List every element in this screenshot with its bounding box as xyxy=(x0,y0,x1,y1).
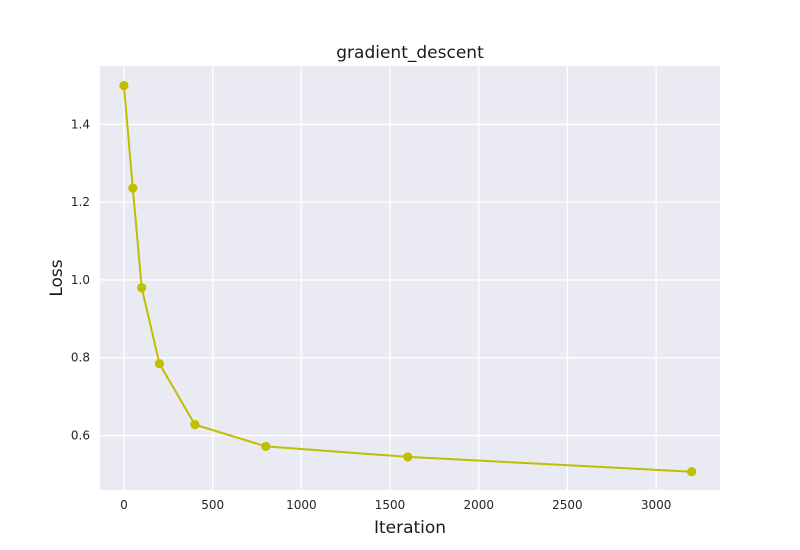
y-tick-label: 1.4 xyxy=(71,117,90,131)
data-point xyxy=(687,467,697,477)
x-tick-label: 3000 xyxy=(641,498,672,512)
x-gridlines xyxy=(123,66,657,490)
chart-title: gradient_descent xyxy=(336,43,484,63)
y-axis-label: Loss xyxy=(47,259,67,296)
data-point xyxy=(261,441,271,452)
plot-area xyxy=(100,66,720,490)
y-tick-label: 0.6 xyxy=(71,429,90,443)
data-point xyxy=(119,80,129,91)
y-tick-label: 1.0 xyxy=(71,273,90,287)
x-tick-label: 0 xyxy=(120,498,128,512)
data-point xyxy=(190,420,200,430)
x-tick-label: 500 xyxy=(201,498,224,512)
x-tick-label: 1000 xyxy=(286,498,317,512)
series-line-loss xyxy=(122,85,692,473)
x-tick-label: 2500 xyxy=(552,498,583,512)
data-point xyxy=(403,452,413,462)
x-tick-labels: 0 500 1000 1500 2000 2500 3000 xyxy=(120,498,671,512)
x-axis-label: Iteration xyxy=(374,518,446,538)
y-gridlines xyxy=(100,123,720,437)
y-tick-labels: 0.6 0.8 1.0 1.2 1.4 xyxy=(71,117,90,442)
y-tick-label: 1.2 xyxy=(71,195,90,209)
y-tick-label: 0.8 xyxy=(71,351,90,365)
data-point xyxy=(128,183,138,193)
data-point xyxy=(137,283,147,293)
x-tick-label: 1500 xyxy=(375,498,406,512)
data-point xyxy=(154,358,165,369)
x-tick-label: 2000 xyxy=(463,498,494,512)
series-layer xyxy=(119,80,697,477)
